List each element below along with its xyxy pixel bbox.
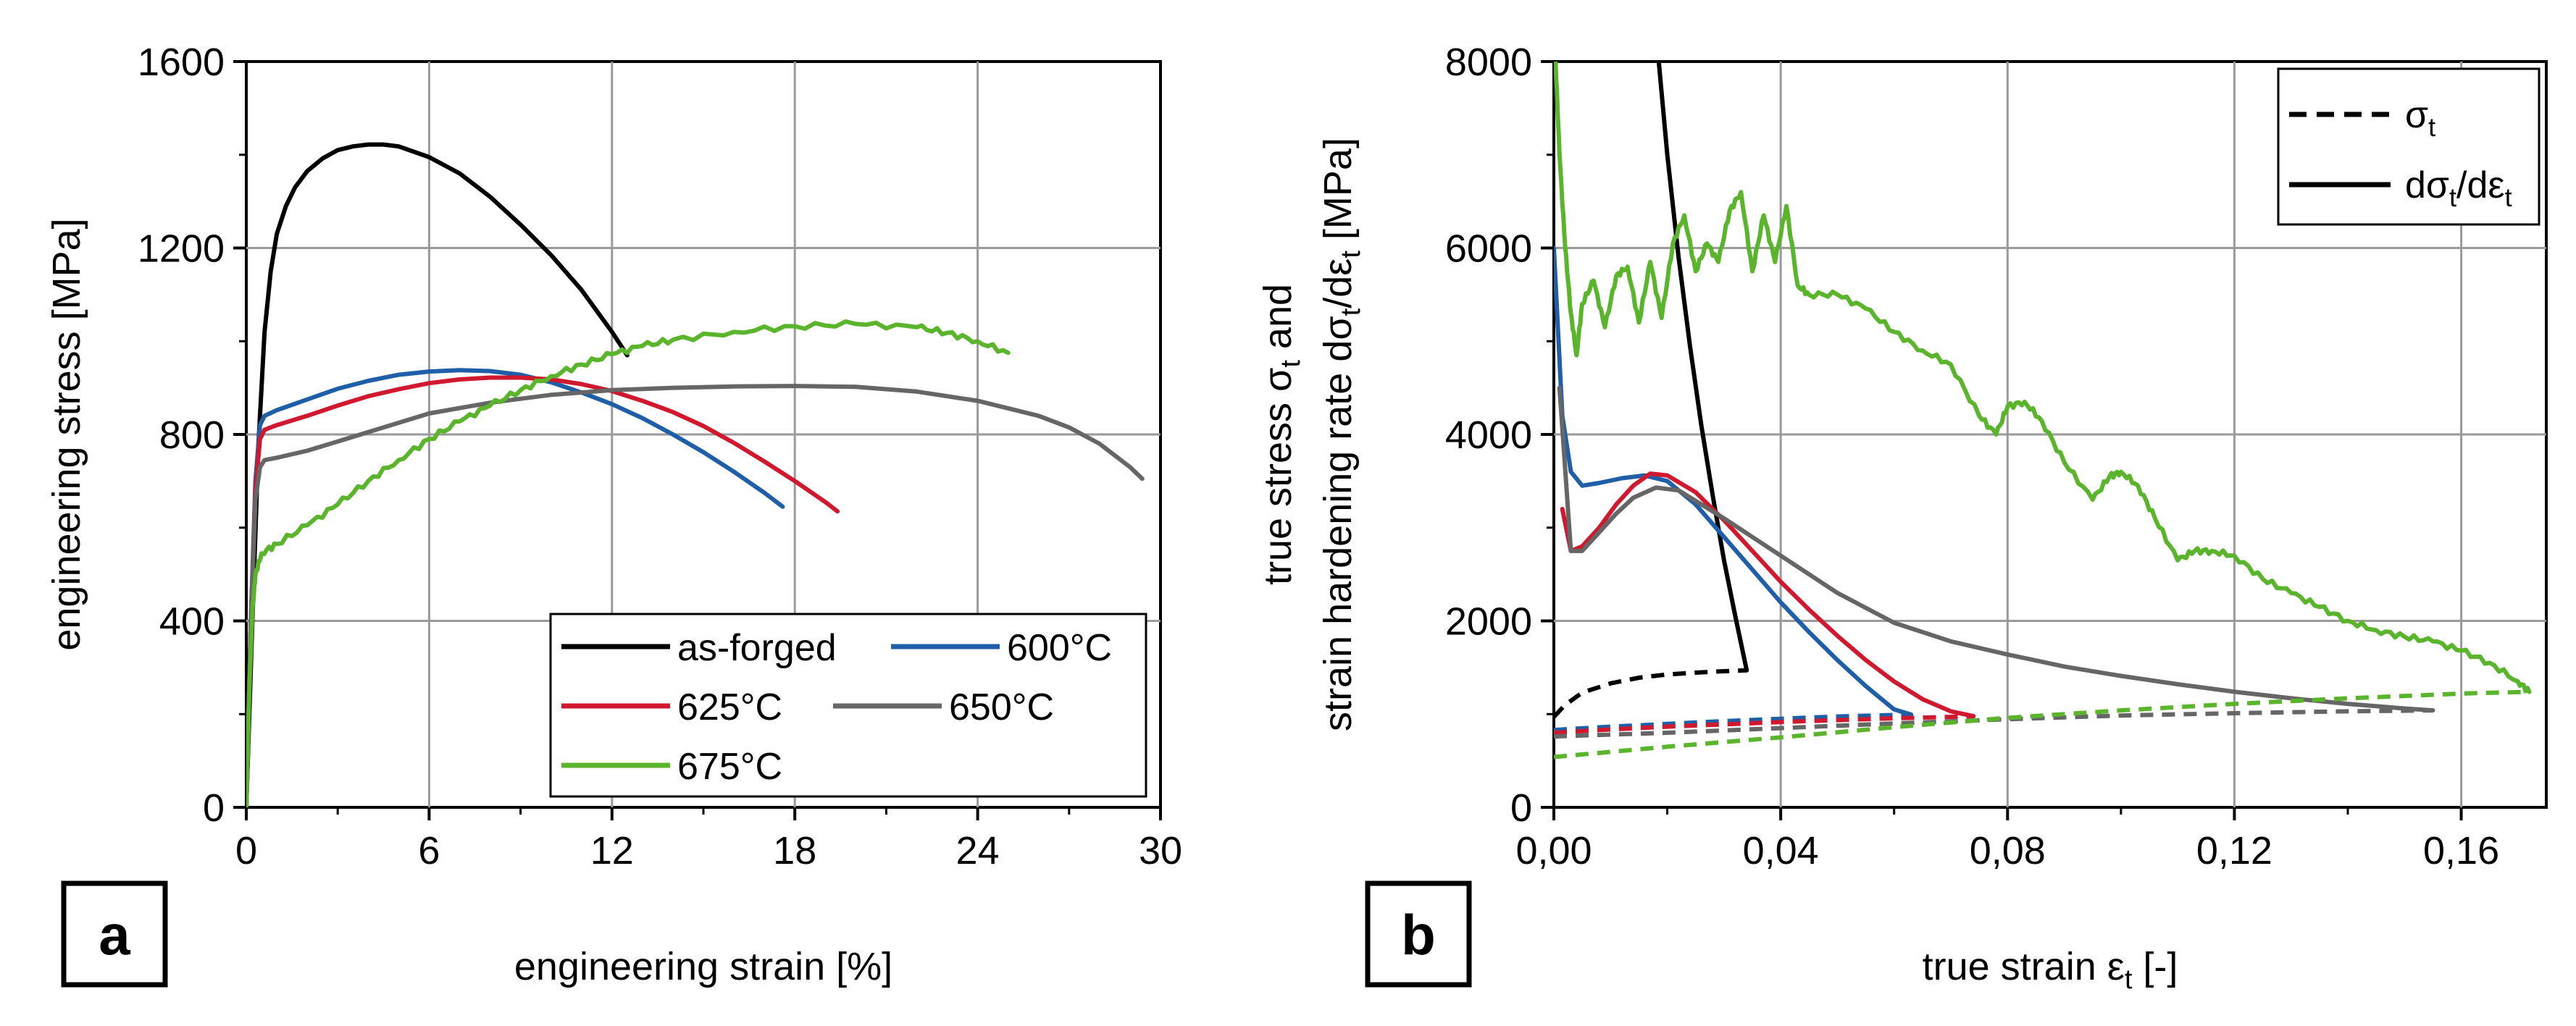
series-line-650-c [246, 384, 1145, 807]
grid-b [1554, 62, 2546, 807]
y-tick-label: 1600 [138, 41, 225, 84]
series-line-675-c [246, 319, 1011, 807]
series-line-600-c-t [1554, 712, 1912, 733]
y-axis-label-b-line1: true stress σt and [1256, 284, 1306, 585]
y-tick-label: 1200 [138, 227, 225, 271]
legend-box-b [2277, 67, 2541, 226]
legend-b: σt dσt/dεt [2277, 67, 2541, 226]
y-tick-label: 800 [159, 413, 225, 457]
panel-label-a: a [61, 880, 168, 988]
x-tick-label: 18 [773, 829, 816, 872]
y-tick-label: 4000 [1445, 413, 1532, 457]
x-tick-label: 0,16 [2423, 829, 2499, 872]
x-tick-label: 12 [590, 829, 634, 872]
series-line-625-c-t [1554, 714, 1974, 735]
series-line-600-c-d-t-d-t [1554, 245, 1914, 717]
series-a [246, 142, 1145, 807]
panel-label-box-a [61, 880, 168, 988]
x-tick-label: 6 [418, 829, 440, 872]
legend-label-600: 600°C [1007, 627, 1112, 669]
legend-label-650: 650°C [949, 686, 1054, 728]
panel-label-text-b: b [1401, 903, 1436, 967]
y-tick-label: 0 [203, 786, 225, 830]
x-tick-label: 24 [956, 829, 1000, 872]
y-tick-label: 2000 [1445, 600, 1532, 644]
legend-label-hardening: dσt/dεt [2405, 164, 2512, 212]
ticks-b: 0,00 0,04 0,08 0,12 0,16 0 2000 4000 6000 8000 [1445, 41, 2499, 872]
legend-a: as-forged 600°C 625°C 650°C 675°C [549, 613, 1147, 798]
panel-label-text-a: a [99, 903, 130, 967]
y-tick-label: 8000 [1445, 41, 1532, 84]
series-line-650-c-d-t-d-t [1557, 385, 2435, 713]
x-axis-label-b: true strain εt [-] [1923, 945, 2178, 995]
panel-b: 0,00 0,04 0,08 0,12 0,16 0 2000 4000 6000 8000 tr… [1256, 41, 2548, 995]
x-tick-label: 30 [1139, 829, 1182, 872]
y-axis-label-b-line2: strain hardening rate dσt/dεt [MPa] [1316, 138, 1366, 731]
y-axis-label-a: engineering stress [MPa] [45, 218, 88, 650]
panel-label-box-b [1365, 880, 1472, 988]
legend-label-675: 675°C [677, 746, 782, 788]
series-b [1554, 62, 2532, 760]
x-tick-label: 0,04 [1743, 829, 1819, 872]
x-tick-label: 0,08 [1970, 829, 2046, 872]
y-tick-label: 400 [159, 600, 225, 644]
series-line-as-forged-t [1554, 668, 1747, 719]
x-tick-label: 0 [235, 829, 257, 872]
series-line-625-c [246, 375, 840, 807]
x-axis-label-a: engineering strain [%] [514, 945, 892, 988]
series-line-675-c-d-t-d-t [1554, 62, 2532, 694]
series-line-as-forged-d-t-d-t [1656, 62, 1749, 673]
x-tick-label: 0,12 [2196, 829, 2272, 872]
legend-label-625: 625°C [677, 686, 782, 728]
series-line-600-c [246, 368, 785, 807]
y-tick-label: 0 [1510, 786, 1532, 830]
panel-a: 0 6 12 18 24 30 0 400 800 1200 1600 engineering st… [45, 41, 1182, 988]
ticks-a: 0 6 12 18 24 30 0 400 800 1200 1600 [138, 41, 1182, 872]
legend-label-as-forged: as-forged [677, 627, 837, 669]
panel-label-b: b [1365, 880, 1472, 988]
series-line-as-forged [246, 142, 630, 807]
legend-label-sigma: σt [2405, 94, 2435, 142]
x-tick-label: 0,00 [1515, 829, 1592, 872]
y-tick-label: 6000 [1445, 227, 1532, 271]
series-line-675-c-t [1554, 689, 2530, 760]
